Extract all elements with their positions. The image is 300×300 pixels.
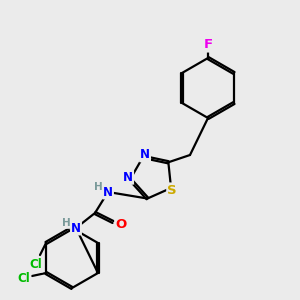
Text: N: N [123,171,133,184]
Text: S: S [167,184,177,196]
Text: Cl: Cl [30,259,42,272]
Text: N: N [71,221,81,235]
Text: Cl: Cl [18,272,30,284]
Text: O: O [116,218,127,230]
Text: N: N [103,185,113,199]
Text: F: F [203,38,213,52]
Text: H: H [61,218,70,228]
Text: N: N [140,148,150,161]
Text: H: H [94,182,102,192]
